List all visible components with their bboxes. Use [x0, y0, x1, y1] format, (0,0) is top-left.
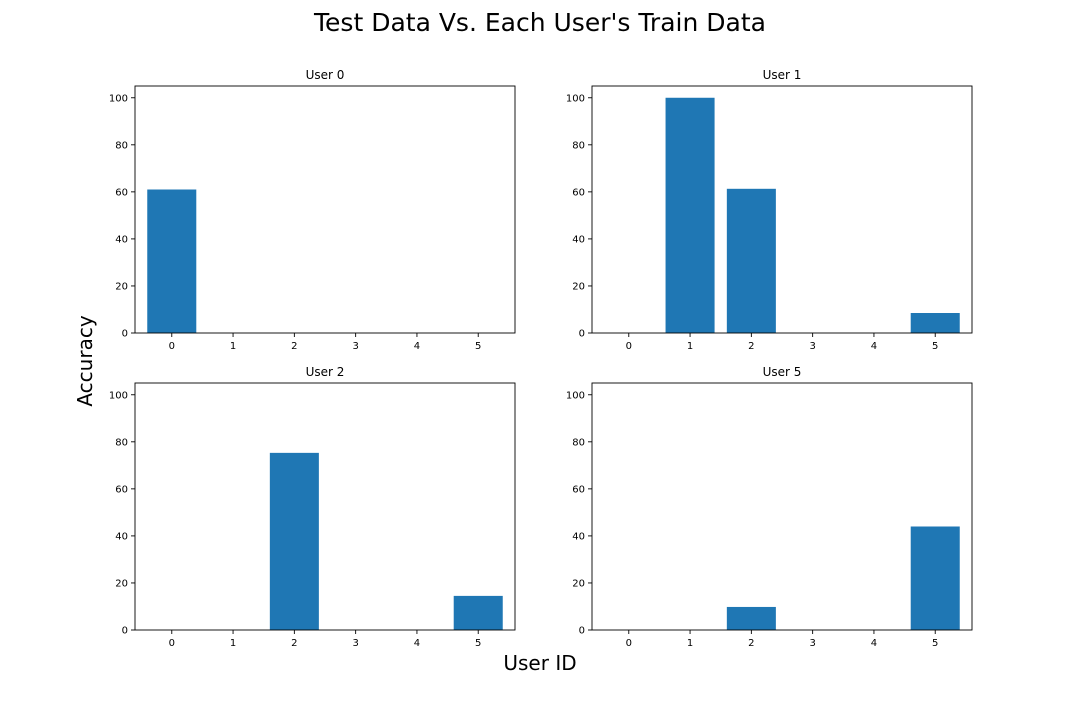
bar [147, 189, 197, 333]
y-tick-label: 40 [115, 234, 128, 245]
x-tick-label: 4 [871, 341, 877, 352]
y-tick-label: 20 [115, 281, 128, 292]
y-tick-label: 100 [566, 93, 585, 104]
y-tick-label: 0 [122, 626, 128, 637]
y-tick-label: 100 [566, 390, 585, 401]
subplot-3: User 5 0 1 2 3 4 5 0 20 40 60 80 100 [566, 365, 973, 649]
plot-frame [591, 382, 973, 631]
y-tick-label: 40 [572, 531, 585, 542]
x-tick-label: 1 [230, 638, 236, 649]
x-tick-label: 1 [687, 341, 693, 352]
x-tick-label: 3 [809, 638, 815, 649]
subplot-title: User 2 [306, 365, 345, 379]
y-tick-label: 60 [572, 484, 585, 495]
subplot-1: User 1 0 1 2 3 4 5 0 20 40 60 80 100 [566, 68, 973, 352]
x-tick-label: 2 [748, 638, 754, 649]
x-axis-label: User ID [503, 651, 577, 675]
y-tick-label: 80 [572, 140, 585, 151]
x-tick-label: 5 [475, 638, 481, 649]
y-tick-label: 60 [115, 484, 128, 495]
y-tick-label: 60 [572, 187, 585, 198]
x-tick-label: 0 [169, 341, 175, 352]
plot-frame [134, 85, 516, 334]
y-tick-label: 20 [115, 578, 128, 589]
x-tick-label: 3 [352, 638, 358, 649]
y-tick-label: 80 [572, 437, 585, 448]
y-tick-label: 20 [572, 578, 585, 589]
plot-frame [134, 382, 516, 631]
x-tick-label: 4 [871, 638, 877, 649]
y-tick-label: 80 [115, 437, 128, 448]
plot-frame [591, 85, 973, 334]
y-tick-label: 0 [122, 329, 128, 340]
subplot-title: User 0 [306, 68, 345, 82]
y-tick-label: 60 [115, 187, 128, 198]
y-tick-label: 20 [572, 281, 585, 292]
bar [726, 606, 776, 630]
y-tick-label: 0 [579, 626, 585, 637]
subplot-0: User 0 0 1 2 3 4 5 0 20 40 60 80 100 [109, 68, 516, 352]
y-tick-label: 100 [109, 93, 128, 104]
x-tick-label: 0 [626, 341, 632, 352]
x-tick-label: 5 [932, 341, 938, 352]
y-axis-label: Accuracy [73, 315, 97, 407]
subplot-title: User 5 [763, 365, 802, 379]
x-tick-label: 3 [352, 341, 358, 352]
x-tick-label: 2 [291, 341, 297, 352]
y-tick-label: 0 [579, 329, 585, 340]
x-tick-label: 2 [291, 638, 297, 649]
x-tick-label: 4 [414, 638, 420, 649]
bar [726, 188, 776, 333]
y-tick-label: 100 [109, 390, 128, 401]
y-tick-label: 80 [115, 140, 128, 151]
x-tick-label: 1 [230, 341, 236, 352]
y-tick-label: 40 [572, 234, 585, 245]
bar [910, 526, 960, 630]
bar [269, 452, 319, 630]
bar [910, 313, 960, 333]
x-tick-label: 3 [809, 341, 815, 352]
x-tick-label: 0 [626, 638, 632, 649]
x-tick-label: 1 [687, 638, 693, 649]
x-tick-label: 4 [414, 341, 420, 352]
bar [665, 97, 715, 333]
x-tick-label: 5 [475, 341, 481, 352]
subplot-2: User 2 0 1 2 3 4 5 0 20 40 60 80 100 [109, 365, 516, 649]
bar [453, 595, 503, 630]
x-tick-label: 5 [932, 638, 938, 649]
subplot-title: User 1 [763, 68, 802, 82]
x-tick-label: 0 [169, 638, 175, 649]
figure-title: Test Data Vs. Each User's Train Data [314, 8, 766, 37]
x-tick-label: 2 [748, 341, 754, 352]
y-tick-label: 40 [115, 531, 128, 542]
